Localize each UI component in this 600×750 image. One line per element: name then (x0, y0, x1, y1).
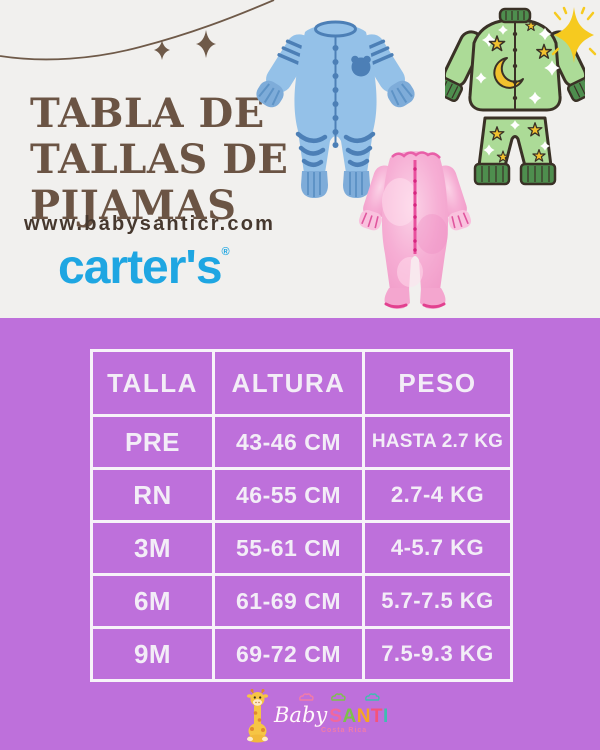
website-url: www.babysanticr.com (24, 213, 276, 235)
carters-logo: carter's® (58, 240, 230, 295)
babysanti-logo-text: Baby SANTI Costa Rica (274, 690, 388, 742)
cell-peso: 2.7-4 KG (362, 467, 513, 523)
table-row: 9M 69-72 CM 7.5-9.3 KG (90, 626, 513, 682)
cell-altura: 69-72 CM (212, 626, 365, 682)
cell-talla: 9M (90, 626, 215, 682)
giraffe-icon (246, 689, 269, 743)
cell-talla: RN (90, 467, 215, 523)
cell-talla: 6M (90, 573, 215, 629)
table-row: 3M 55-61 CM 4-5.7 KG (90, 520, 513, 576)
baby-script-text: Baby (274, 703, 328, 727)
cloud-icon-green (331, 693, 346, 701)
column-header-altura: ALTURA (212, 349, 365, 417)
table-row: PRE 43-46 CM HASTA 2.7 KG (90, 414, 513, 470)
country-label: Costa Rica (321, 727, 368, 734)
carters-logo-text: carter's (58, 241, 223, 294)
santi-text: SANTI (329, 706, 389, 727)
page-title: TABLA DE TALLAS DE PIJAMAS (30, 89, 289, 229)
title-line-2: TALLAS DE (30, 135, 289, 183)
table-row: RN 46-55 CM 2.7-4 KG (90, 467, 513, 523)
registered-mark: ® (221, 246, 230, 258)
title-line-1: TABLA DE (30, 89, 265, 137)
column-header-talla: TALLA (90, 349, 215, 417)
blue-onesie-illustration (256, 20, 415, 198)
swoosh-sparkle-icon (0, 0, 275, 61)
size-table: TALLA ALTURA PESO PRE 43-46 CM HASTA 2.7… (90, 349, 513, 682)
sparkle-icon (551, 6, 597, 63)
title-line-3: PIJAMAS (30, 181, 237, 229)
cell-peso: 5.7-7.5 KG (362, 573, 513, 629)
cell-altura: 55-61 CM (212, 520, 365, 576)
cell-altura: 43-46 CM (212, 414, 365, 470)
cell-talla: 3M (90, 520, 215, 576)
column-header-peso: PESO (362, 349, 513, 417)
pink-onesie-illustration (358, 151, 472, 309)
babysanti-wordmark: Baby SANTI (274, 703, 389, 728)
babysanti-logo: Baby SANTI Costa Rica (244, 686, 388, 746)
cloud-icon-pink (299, 693, 314, 701)
header-section: TABLA DE TALLAS DE PIJAMAS www.babysanti… (0, 0, 600, 318)
cell-altura: 61-69 CM (212, 573, 365, 629)
cell-altura: 46-55 CM (212, 467, 365, 523)
size-table-section: TALLA ALTURA PESO PRE 43-46 CM HASTA 2.7… (0, 318, 600, 750)
cell-peso: 7.5-9.3 KG (362, 626, 513, 682)
table-row: 6M 61-69 CM 5.7-7.5 KG (90, 573, 513, 629)
table-header-row: TALLA ALTURA PESO (90, 349, 513, 417)
green-pajamas-illustration (445, 7, 585, 186)
cell-peso: HASTA 2.7 KG (362, 414, 513, 470)
cloud-icon-teal (365, 693, 380, 701)
cell-talla: PRE (90, 414, 215, 470)
cell-peso: 4-5.7 KG (362, 520, 513, 576)
